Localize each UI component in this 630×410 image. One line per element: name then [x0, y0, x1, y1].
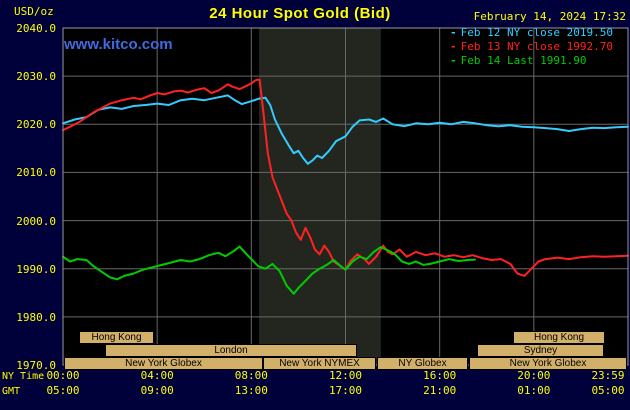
x-axis-tick-ny: 00:00: [46, 369, 80, 382]
session-box-new-york-globex: New York Globex: [469, 357, 627, 370]
legend-dash-icon: -: [450, 26, 457, 39]
gmt-axis-caption: GMT: [2, 386, 21, 397]
chart-datetime: February 14, 2024 17:32: [473, 10, 626, 23]
y-axis-tick: 2030.0: [16, 70, 56, 84]
legend-label: Feb 14 Last 1991.90: [460, 54, 587, 67]
legend-item-feb-13: - Feb 13 NY close 1992.70: [450, 40, 613, 54]
session-box-new-york-nymex: New York NYMEX: [263, 357, 376, 370]
session-box-ny-globex: NY Globex: [377, 357, 468, 370]
x-axis-tick-gmt: 21:00: [423, 384, 457, 397]
legend-item-feb-14: - Feb 14 Last 1991.90: [450, 54, 613, 68]
legend-label: Feb 12 NY close 2019.50: [460, 26, 613, 39]
y-axis-tick: 1980.0: [16, 310, 56, 324]
session-box-sydney: Sydney: [477, 344, 604, 357]
x-axis-tick-ny: 23:59: [591, 369, 625, 382]
x-axis-tick-ny: 16:00: [423, 369, 457, 382]
legend: - Feb 12 NY close 2019.50 - Feb 13 NY clos…: [450, 26, 613, 68]
kitco-watermark-link[interactable]: www.kitco.com: [64, 36, 173, 53]
y-axis-tick: 2040.0: [16, 22, 56, 35]
y-axis-unit-label: USD/oz: [14, 5, 54, 18]
legend-item-feb-12: - Feb 12 NY close 2019.50: [450, 26, 613, 40]
nymex-session-band: [259, 28, 381, 365]
y-axis-tick: 2000.0: [16, 214, 56, 228]
y-axis-tick: 2010.0: [16, 166, 56, 180]
session-box-hong-kong: Hong Kong: [79, 331, 154, 344]
x-axis-tick-gmt: 05:00: [591, 384, 625, 397]
y-axis-tick: 1970.0: [16, 359, 56, 372]
legend-dash-icon: -: [450, 54, 457, 67]
y-axis-tick: 2020.0: [16, 118, 56, 132]
y-axis-tick: 1990.0: [16, 262, 56, 276]
x-axis-tick-gmt: 05:00: [46, 384, 80, 397]
session-box-london: London: [105, 344, 357, 357]
chart-title: 24 Hour Spot Gold (Bid): [209, 5, 391, 22]
x-axis-tick-ny: 12:00: [328, 369, 363, 382]
legend-dash-icon: -: [450, 40, 457, 53]
session-box-new-york-globex: New York Globex: [64, 357, 263, 370]
ny-time-axis-caption: NY Time: [2, 371, 45, 382]
legend-label: Feb 13 NY close 1992.70: [460, 40, 613, 53]
x-axis-tick-gmt: 09:00: [140, 384, 174, 397]
x-axis-tick-gmt: 17:00: [328, 384, 363, 397]
x-axis-tick-ny: 20:00: [517, 369, 551, 382]
x-axis-tick-gmt: 13:00: [234, 384, 268, 397]
x-axis-tick-ny: 04:00: [140, 369, 174, 382]
x-axis-tick-ny: 08:00: [234, 369, 268, 382]
series-line-1: [62, 78, 629, 277]
series-line-0: [62, 94, 629, 165]
series-line-2: [62, 245, 476, 295]
session-box-hong-kong: Hong Kong: [513, 331, 605, 344]
x-axis-tick-gmt: 01:00: [517, 384, 551, 397]
